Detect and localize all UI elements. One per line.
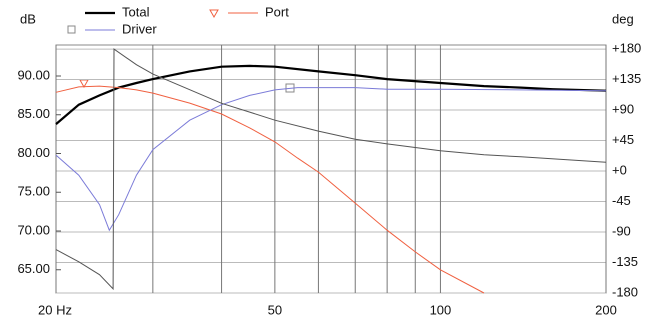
y2-tick-label: -135 <box>612 254 638 269</box>
y2-tick-label: +180 <box>612 41 641 56</box>
y2-tick-label: -90 <box>612 223 631 238</box>
series-line <box>55 64 607 125</box>
driver-legend-marker <box>67 25 76 34</box>
x-tick-label: 200 <box>595 302 617 317</box>
y2-axis-label: deg <box>612 11 634 26</box>
legend-label: Total <box>122 4 150 19</box>
y-tick-label: 65.00 <box>17 261 50 276</box>
y-tick-label: 85.00 <box>17 106 50 121</box>
series-line <box>55 85 485 294</box>
x-tick-label: 50 <box>268 302 282 317</box>
y-tick-label: 80.00 <box>17 145 50 160</box>
y2-tick-label: +0 <box>612 162 627 177</box>
port-legend-marker <box>209 9 219 19</box>
y2-tick-label: +45 <box>612 132 634 147</box>
y2-tick-label: +135 <box>612 71 641 86</box>
x-tick-label: 100 <box>430 302 452 317</box>
y2-tick-label: +90 <box>612 101 634 116</box>
x-tick-label: 20 Hz <box>38 302 72 317</box>
y-tick-label: 70.00 <box>17 222 50 237</box>
y2-tick-label: -180 <box>612 284 638 299</box>
series-line <box>55 87 607 232</box>
y-axis-label: dB <box>20 11 36 26</box>
legend-label: Port <box>265 4 289 19</box>
legend-label: Driver <box>122 21 157 36</box>
y-tick-label: 75.00 <box>17 184 50 199</box>
y-tick-label: 90.00 <box>17 67 50 82</box>
y2-tick-label: -45 <box>612 193 631 208</box>
series-line <box>55 48 607 291</box>
